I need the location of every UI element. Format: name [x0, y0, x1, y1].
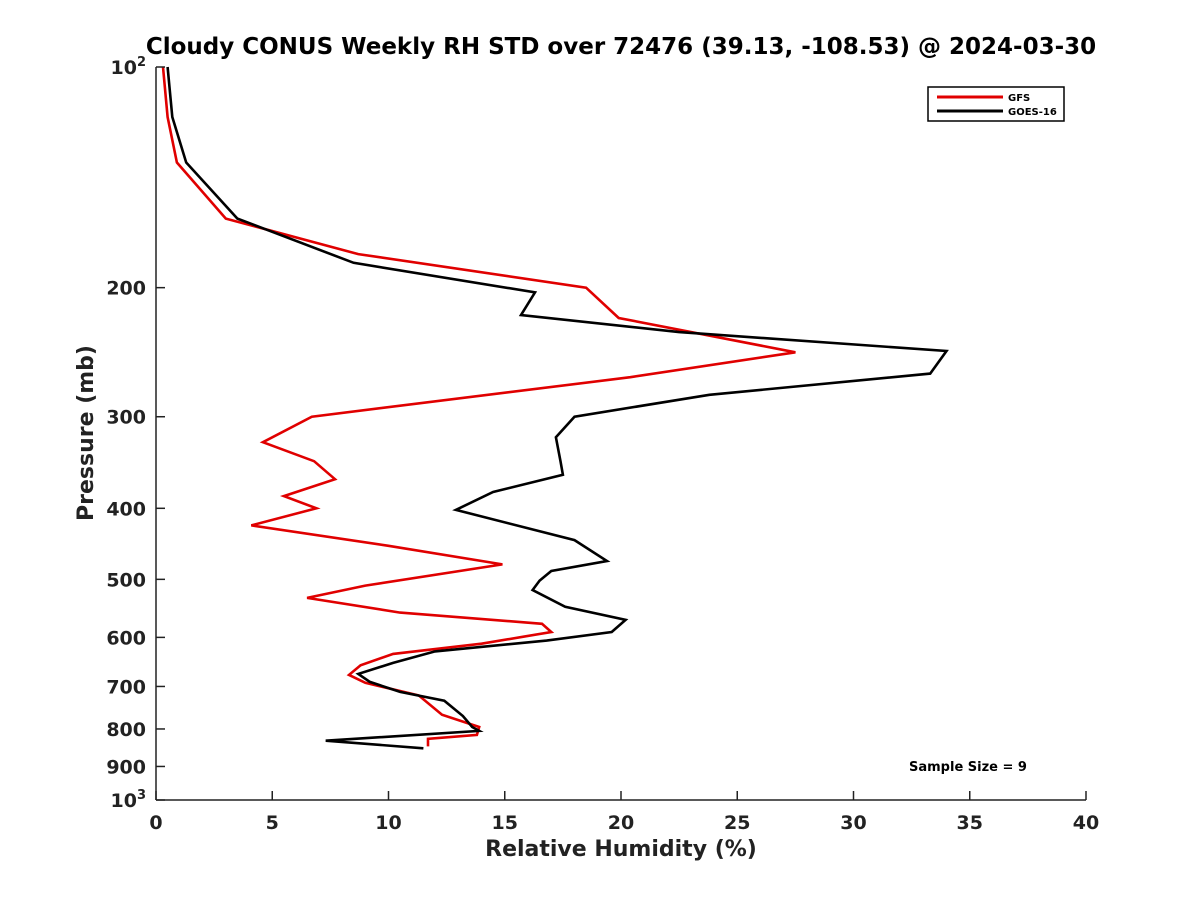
x-tick-label: 5 — [266, 812, 279, 834]
axes-layer: 0 5 10 15 20 25 30 35 40 102 200 300 400 500 600 700 800… — [106, 55, 1099, 834]
x-tick-label: 25 — [724, 812, 750, 834]
x-tick-label: 30 — [840, 812, 866, 834]
series-layer — [161, 66, 949, 750]
legend-box — [927, 86, 1065, 122]
y-tick-label: 200 — [106, 278, 146, 300]
y-tick-label: 500 — [106, 569, 146, 591]
chart-title: Cloudy CONUS Weekly RH STD over 72476 (3… — [146, 34, 1096, 60]
legend-label-goes-16: GOES-16 — [1008, 107, 1057, 118]
series-line-gfs — [161, 66, 796, 747]
y-tick-label: 102 — [111, 55, 147, 79]
y-tick-label: 600 — [106, 627, 146, 649]
x-tick-label: 20 — [608, 812, 634, 834]
y-axis-label: Pressure (mb) — [74, 345, 99, 521]
x-tick-label: 10 — [375, 812, 401, 834]
series-line-goes-16 — [166, 66, 949, 750]
y-tick-label: 700 — [106, 676, 146, 698]
x-axis-label: Relative Humidity (%) — [485, 837, 757, 862]
x-tick-label: 40 — [1073, 812, 1099, 834]
x-tick-label: 35 — [957, 812, 983, 834]
y-tick-label: 300 — [106, 407, 146, 429]
x-tick-label: 0 — [149, 812, 162, 834]
x-tick-label: 15 — [492, 812, 518, 834]
y-tick-label: 400 — [106, 498, 146, 520]
sample-size-annotation: Sample Size = 9 — [909, 760, 1027, 775]
y-tick-label: 103 — [111, 788, 147, 812]
legend: GFS GOES-16 — [927, 86, 1065, 122]
y-tick-label: 800 — [106, 719, 146, 741]
legend-label-gfs: GFS — [1008, 93, 1030, 104]
y-tick-label: 900 — [106, 756, 146, 778]
